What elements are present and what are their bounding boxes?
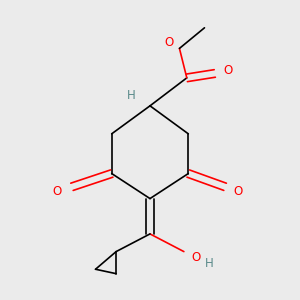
Text: H: H <box>205 257 213 270</box>
Text: H: H <box>127 89 135 102</box>
Text: O: O <box>52 185 62 198</box>
Text: O: O <box>191 251 200 264</box>
Text: O: O <box>224 64 233 77</box>
Text: O: O <box>234 185 243 198</box>
Text: O: O <box>164 36 174 49</box>
